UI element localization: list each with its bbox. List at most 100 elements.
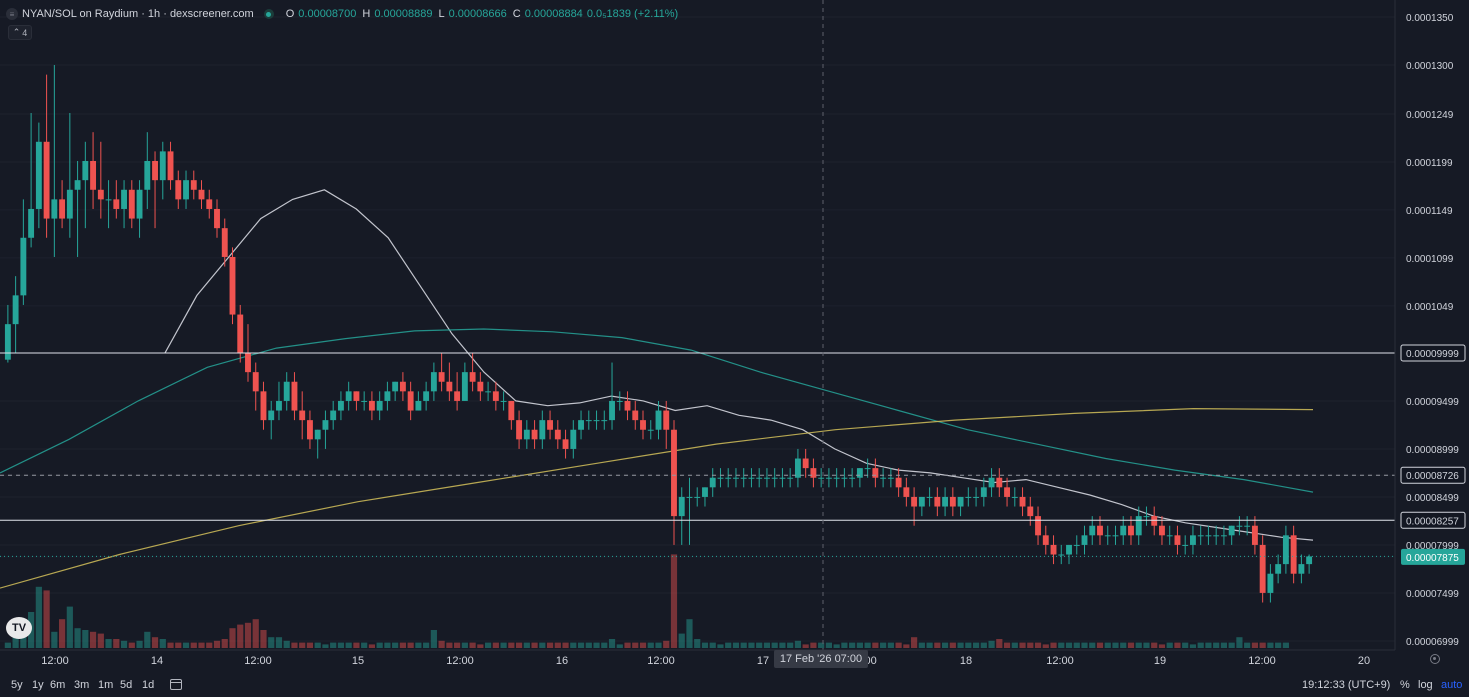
volume-bar [430,630,437,648]
moving-averages [0,189,1314,589]
candle-body [624,400,631,411]
candle-body [376,400,383,411]
candle-body [578,420,584,430]
volume-bar [941,642,949,648]
candle-body [694,496,701,498]
candle-body [1290,535,1297,574]
volume-bar [546,642,554,648]
volume-bar [678,633,685,648]
volume-bar [384,642,391,648]
candle-body [988,477,995,488]
volume-bar [353,642,360,648]
candle-body [702,487,708,497]
candle-body [35,141,42,209]
time-axis[interactable]: 12:00 14 12:00 15 12:00 16 12:00 17 12:00 18 12:00… [41,655,1370,667]
tradingview-logo[interactable]: TV [6,617,32,639]
candle-body [1213,535,1220,537]
candle-body [864,468,871,470]
candle-body [399,381,406,392]
volume-bar [283,640,290,648]
range-3m-button[interactable]: 3m [74,679,90,691]
price-axis[interactable]: 0.0001350 0.0001300 0.0001249 0.0001199 0.00… [1400,13,1466,648]
candle-body [934,496,941,507]
candle-body [616,400,623,402]
volume-bar [616,644,623,648]
candle-body [609,400,615,421]
candle-body [1259,544,1266,593]
volume-bar [934,642,941,648]
volume-bar [1205,642,1212,648]
range-5y-button[interactable]: 5y [11,679,23,691]
auto-scale-button[interactable]: auto [1441,679,1463,691]
candle-body [740,477,747,479]
volume-bar [856,642,863,648]
clock[interactable]: 19:12:33 (UTC+9) [1302,679,1391,691]
volume-bar [972,642,980,648]
candle-body [1251,525,1258,545]
candle-body [562,439,569,449]
candle-body [1298,564,1305,574]
volume-bar [299,642,306,648]
candle-body [1019,496,1026,507]
range-1m-button[interactable]: 1m [98,679,114,691]
range-6m-button[interactable]: 6m [50,679,66,691]
volume-bar [996,639,1003,648]
candle-body [167,151,174,181]
candle-body [1275,564,1282,574]
indicators-toggle-button[interactable]: ⌃ 4 [8,25,32,40]
volume-bar [151,637,159,648]
volume-bar [446,642,453,648]
volume-bar [608,639,616,648]
volume-bar [570,642,577,648]
candle-body [291,381,298,411]
volume-bar [275,637,283,648]
volume-bar [911,637,918,648]
range-1y-button[interactable]: 1y [32,679,44,691]
change-value: 0.0₅1839 (+2.11%) [586,8,679,20]
log-scale-button[interactable]: log [1418,679,1433,691]
candle-body [570,429,577,449]
price-tick-label: 0.00008999 [1406,445,1459,456]
candle-body [128,189,135,219]
volume-bar [577,642,585,648]
percent-scale-button[interactable]: % [1400,679,1410,691]
price-tick-label: 0.0001099 [1406,254,1454,265]
price-tick-label: 0.00006999 [1406,637,1459,648]
volume-bar [810,642,817,648]
horizontal-lines[interactable] [0,352,1395,557]
candle-body [980,487,987,497]
candle-body [794,458,801,478]
candle-body [539,420,546,440]
candle-body [872,468,879,478]
price-axis-bg [1395,0,1469,650]
time-tick-label: 12:00 [41,655,69,667]
chart-legend: ≡ NYAN/SOL on Raydium · 1h · dexscreener… [6,6,678,22]
candle-body [1112,535,1119,537]
volume-bar [1096,642,1104,648]
price-tick-label: 0.0001049 [1406,302,1454,313]
volume-bar [144,631,151,648]
price-tick-label: 0.00008499 [1406,493,1459,504]
candle-body [895,477,902,488]
calendar-icon[interactable] [170,679,182,690]
candle-body [28,208,35,238]
range-1d-button[interactable]: 1d [142,679,155,691]
volume-bar [268,637,275,648]
candle-body [632,410,639,421]
candle-body [949,496,956,507]
open-value: 0.00008700 [298,8,357,20]
volume-bar [1034,642,1042,648]
volume-bar [639,642,647,648]
volume-bar [43,590,50,648]
volume-bar [508,642,515,648]
volume-bar [82,630,89,648]
candle-body [678,496,685,517]
range-5d-button[interactable]: 5d [120,679,133,691]
settings-icon[interactable] [1430,654,1440,664]
bottom-toolbar: 5y 1y 6m 3m 1m 5d 1d 19:12:33 (UTC+9) % … [0,677,1469,692]
symbol-title[interactable]: NYAN/SOL on Raydium · 1h · dexscreener.c… [22,8,254,20]
volume-bar [376,642,383,648]
